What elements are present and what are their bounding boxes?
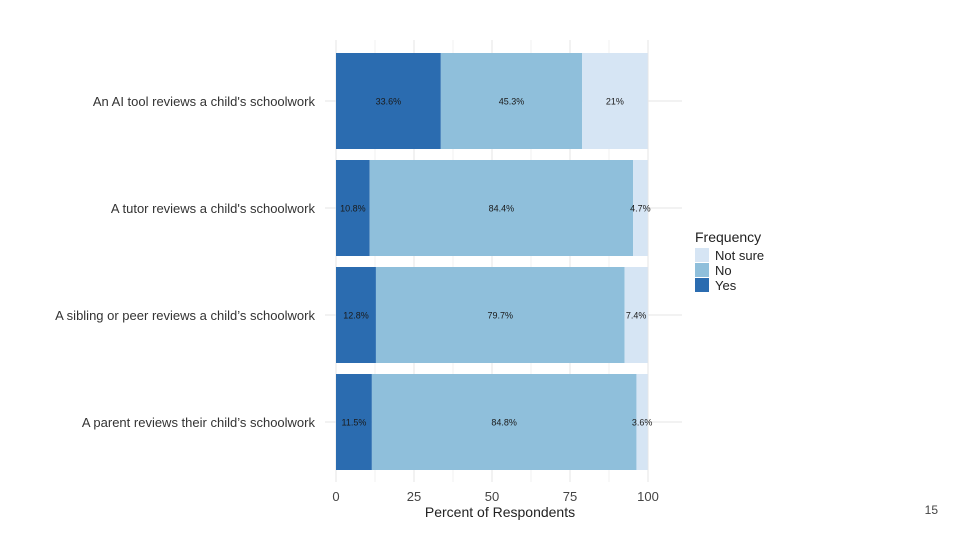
data-label: 12.8% (343, 311, 369, 321)
legend-swatch (695, 248, 709, 262)
legend-label: No (715, 263, 732, 278)
legend-swatch (695, 278, 709, 292)
legend-label: Yes (715, 278, 737, 293)
data-label: 33.6% (376, 97, 402, 107)
data-label: 10.8% (340, 204, 366, 214)
x-tick-label: 0 (332, 489, 339, 504)
bar-not-sure (636, 374, 648, 470)
category-label: A tutor reviews a child's schoolwork (111, 201, 316, 216)
page-number: 15 (924, 503, 938, 517)
data-label: 21% (606, 97, 624, 107)
data-label: 11.5% (342, 418, 367, 428)
bars (336, 53, 648, 470)
bar-no (371, 374, 637, 470)
bar-no (440, 53, 583, 149)
bar-yes (336, 374, 372, 470)
legend-title: Frequency (695, 229, 761, 245)
bar-yes (336, 53, 441, 149)
x-tick-label: 75 (563, 489, 577, 504)
category-labels: An AI tool reviews a child's schoolwork A… (55, 94, 315, 430)
data-labels: 33.6% 45.3% 21% 10.8% 84.4% 4.7% 12.8% 79.7% 7.4… (340, 97, 652, 428)
bar-no (369, 160, 634, 256)
bar-no (375, 267, 625, 363)
data-label: 84.8% (491, 418, 517, 428)
data-label: 45.3% (499, 97, 525, 107)
bar-yes (336, 267, 376, 363)
data-label: 84.4% (489, 204, 515, 214)
category-label: An AI tool reviews a child's schoolwork (93, 94, 316, 109)
x-tick-labels: 0 25 50 75 100 (332, 489, 658, 504)
data-label: 4.7% (630, 204, 651, 214)
bar-not-sure (633, 160, 648, 256)
data-label: 7.4% (626, 311, 647, 321)
bar-yes (336, 160, 370, 256)
x-tick-label: 50 (485, 489, 499, 504)
bar-not-sure (624, 267, 648, 363)
bar-not-sure (582, 53, 648, 149)
category-label: A parent reviews their child’s schoolwor… (82, 415, 316, 430)
data-label: 79.7% (488, 311, 514, 321)
x-tick-label: 25 (407, 489, 421, 504)
data-label: 3.6% (632, 418, 653, 428)
legend-label: Not sure (715, 248, 764, 263)
category-label: A sibling or peer reviews a child’s scho… (55, 308, 315, 323)
legend-swatch (695, 263, 709, 277)
x-tick-label: 100 (637, 489, 659, 504)
x-axis-title: Percent of Respondents (425, 504, 575, 520)
